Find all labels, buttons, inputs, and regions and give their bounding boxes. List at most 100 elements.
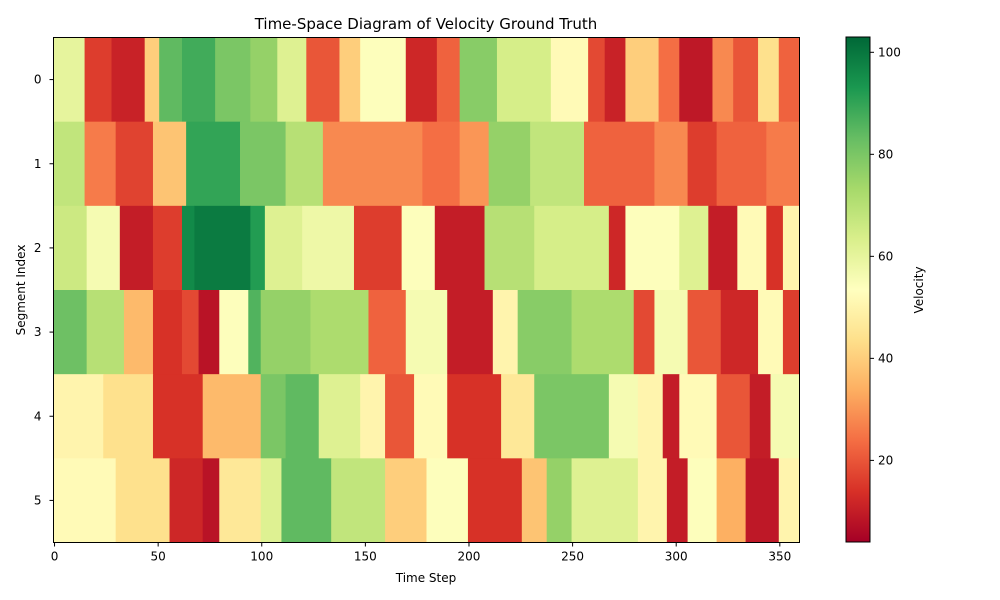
heatmap-cell-seg3-17 xyxy=(654,290,688,375)
heatmap-cell-seg2-12 xyxy=(484,205,535,291)
heatmap-cell-seg0-3 xyxy=(144,37,160,123)
heatmap-cell-seg2-16 xyxy=(679,205,709,291)
heatmap-cell-seg4-2 xyxy=(152,374,204,459)
heatmap-cell-seg0-6 xyxy=(215,37,251,123)
heatmap-cell-seg3-10 xyxy=(368,290,407,375)
heatmap-cell-seg3-19 xyxy=(720,290,759,375)
heatmap-cell-seg0-17 xyxy=(588,37,606,123)
colorbar-label: Velocity xyxy=(912,266,926,313)
heatmap-cell-seg1-16 xyxy=(766,121,800,207)
plot-frame xyxy=(53,37,800,543)
heatmap-cell-seg4-7 xyxy=(360,374,386,459)
heatmap-cell-seg1-8 xyxy=(422,121,461,207)
heatmap-cell-seg5-2 xyxy=(169,458,204,543)
heatmap-cell-seg0-16 xyxy=(550,37,589,123)
heatmap-cell-seg3-2 xyxy=(123,290,154,375)
heatmap-cell-seg5-11 xyxy=(521,458,548,543)
heatmap-cell-seg2-13 xyxy=(534,205,610,291)
heatmap-cell-seg1-12 xyxy=(583,121,655,207)
y-axis-label: Segment Index xyxy=(14,245,28,336)
heatmap-cell-seg3-12 xyxy=(447,290,494,375)
heatmap-cell-seg4-4 xyxy=(260,374,286,459)
heatmap-cell-seg0-13 xyxy=(436,37,461,123)
heatmap-cell-seg3-11 xyxy=(405,290,448,375)
heatmap-cell-seg5-8 xyxy=(385,458,427,543)
heatmap-cells xyxy=(53,37,800,543)
heatmap-cell-seg3-6 xyxy=(219,290,249,375)
heatmap-cell-seg5-4 xyxy=(219,458,262,543)
heatmap-cell-seg0-18 xyxy=(604,37,626,123)
heatmap-cell-seg0-12 xyxy=(405,37,438,123)
heatmap-cell-seg1-1 xyxy=(84,121,117,207)
x-tick-label: 150 xyxy=(354,550,377,564)
heatmap-cell-seg0-1 xyxy=(84,37,112,123)
colorbar-tick-label: 60 xyxy=(878,249,893,263)
heatmap-cell-seg1-11 xyxy=(530,121,585,207)
heatmap-cell-seg5-18 xyxy=(745,458,780,543)
heatmap-cell-seg4-18 xyxy=(749,374,771,459)
heatmap-cell-seg0-19 xyxy=(625,37,659,123)
heatmap-cell-seg3-16 xyxy=(633,290,655,375)
heatmap-cell-seg3-1 xyxy=(86,290,125,375)
x-tick-label: 250 xyxy=(561,550,584,564)
heatmap-cell-seg5-12 xyxy=(546,458,572,543)
chart-title: Time-Space Diagram of Velocity Ground Tr… xyxy=(254,15,598,33)
heatmap-cell-seg3-18 xyxy=(687,290,722,375)
heatmap-cell-seg2-3 xyxy=(152,205,183,291)
heatmap-cell-seg3-0 xyxy=(53,290,88,375)
heatmap-cell-seg5-9 xyxy=(426,458,469,543)
heatmap-cell-seg3-14 xyxy=(517,290,572,375)
heatmap-cell-seg5-5 xyxy=(260,458,282,543)
heatmap-cell-seg2-8 xyxy=(302,205,355,291)
x-tick-label: 100 xyxy=(250,550,273,564)
heatmap-cell-seg1-10 xyxy=(488,121,531,207)
heatmap-cell-seg0-9 xyxy=(306,37,340,123)
x-tick-label: 0 xyxy=(51,550,59,564)
y-axis: 0 1 2 3 4 5 xyxy=(34,73,54,507)
heatmap-cell-seg4-9 xyxy=(414,374,448,459)
heatmap-cell-seg0-10 xyxy=(339,37,361,123)
heatmap-cell-seg2-15 xyxy=(625,205,680,291)
colorbar-tick-label: 20 xyxy=(878,453,893,467)
colorbar-tick-label: 100 xyxy=(878,45,901,59)
heatmap-cell-seg4-6 xyxy=(318,374,361,459)
y-tick-label: 4 xyxy=(34,409,42,423)
heatmap-cell-seg3-7 xyxy=(248,290,262,375)
heatmap-cell-seg1-6 xyxy=(285,121,324,207)
y-tick-label: 1 xyxy=(34,157,42,171)
heatmap-cell-seg4-12 xyxy=(534,374,610,459)
heatmap-cell-seg1-9 xyxy=(459,121,490,207)
heatmap-cell-seg2-5 xyxy=(194,205,251,291)
heatmap-cell-seg0-21 xyxy=(679,37,713,123)
heatmap-cell-seg0-25 xyxy=(778,37,800,123)
heatmap-cell-seg2-20 xyxy=(782,205,800,291)
heatmap-cell-seg0-24 xyxy=(758,37,780,123)
heatmap-cell-seg4-13 xyxy=(608,374,639,459)
x-tick-label: 300 xyxy=(665,550,688,564)
heatmap-cell-seg0-20 xyxy=(658,37,680,123)
heatmap-cell-seg1-4 xyxy=(186,121,241,207)
heatmap-cell-seg4-14 xyxy=(637,374,664,459)
heatmap-cell-seg2-9 xyxy=(353,205,403,291)
heatmap-cell-seg4-5 xyxy=(285,374,320,459)
heatmap-cell-seg1-13 xyxy=(654,121,688,207)
heatmap-cell-seg2-7 xyxy=(264,205,303,291)
heatmap-cell-seg5-17 xyxy=(716,458,747,543)
heatmap-cell-seg0-2 xyxy=(111,37,146,123)
heatmap-cell-seg2-6 xyxy=(250,205,266,291)
y-tick-label: 2 xyxy=(34,241,42,255)
heatmap-cell-seg5-0 xyxy=(53,458,117,543)
heatmap-cell-seg5-13 xyxy=(571,458,639,543)
heatmap-cell-seg0-0 xyxy=(53,37,85,123)
heatmap-cell-seg5-14 xyxy=(637,458,668,543)
heatmap-cell-seg2-19 xyxy=(766,205,784,291)
x-axis: 0 50 100 150 200 250 300 350 xyxy=(51,542,791,564)
heatmap-cell-seg5-16 xyxy=(687,458,718,543)
heatmap-cell-seg1-15 xyxy=(716,121,767,207)
heatmap-cell-seg1-2 xyxy=(115,121,154,207)
heatmap-cell-seg2-2 xyxy=(119,205,154,291)
colorbar xyxy=(845,36,871,543)
heatmap-cell-seg4-10 xyxy=(447,374,502,459)
heatmap-cell-seg5-1 xyxy=(115,458,170,543)
